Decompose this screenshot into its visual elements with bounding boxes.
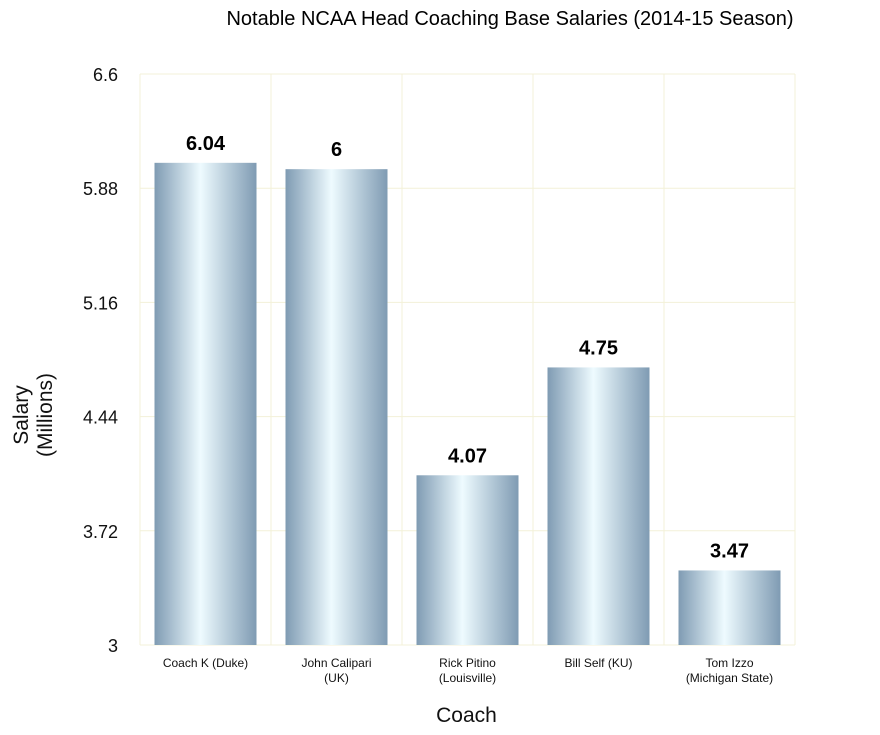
bar-value-label: 4.75 — [579, 337, 618, 359]
bar-value-label: 3.47 — [710, 540, 749, 562]
bar-value-label: 4.07 — [448, 445, 487, 467]
chart-title: Notable NCAA Head Coaching Base Salaries… — [226, 8, 794, 30]
x-axis: Coach K (Duke) John Calipari (UK) Rick Piti… — [163, 656, 773, 685]
bar — [154, 162, 257, 646]
bar-value-label: 6 — [331, 139, 342, 161]
y-tick-label: 3.72 — [83, 522, 118, 542]
y-tick-label: 5.16 — [83, 293, 118, 313]
bar — [416, 475, 519, 645]
y-axis: 3 3.72 4.44 5.16 5.88 6.6 — [83, 65, 118, 656]
bars: 6.04 6 4.07 4.75 3.47 — [154, 133, 781, 646]
y-tick-label: 5.88 — [83, 179, 118, 199]
x-tick-label: Coach K (Duke) — [163, 656, 248, 670]
bar — [285, 169, 388, 645]
axis-titles: Coach Salary(Millions) — [10, 373, 497, 727]
x-tick-label: Tom Izzo (Michigan State) — [686, 656, 773, 685]
y-axis-title: Salary(Millions) — [10, 373, 57, 457]
bar-value-label: 6.04 — [186, 133, 226, 155]
x-tick-label: John Calipari (UK) — [301, 656, 371, 685]
bar — [547, 367, 650, 645]
y-tick-label: 6.6 — [93, 65, 118, 85]
y-tick-label: 4.44 — [83, 408, 118, 428]
x-tick-label: Rick Pitino (Louisville) — [439, 656, 496, 685]
x-axis-title: Coach — [436, 704, 497, 727]
y-tick-label: 3 — [108, 636, 118, 656]
bar — [678, 570, 781, 645]
x-tick-label: Bill Self (KU) — [564, 656, 632, 670]
